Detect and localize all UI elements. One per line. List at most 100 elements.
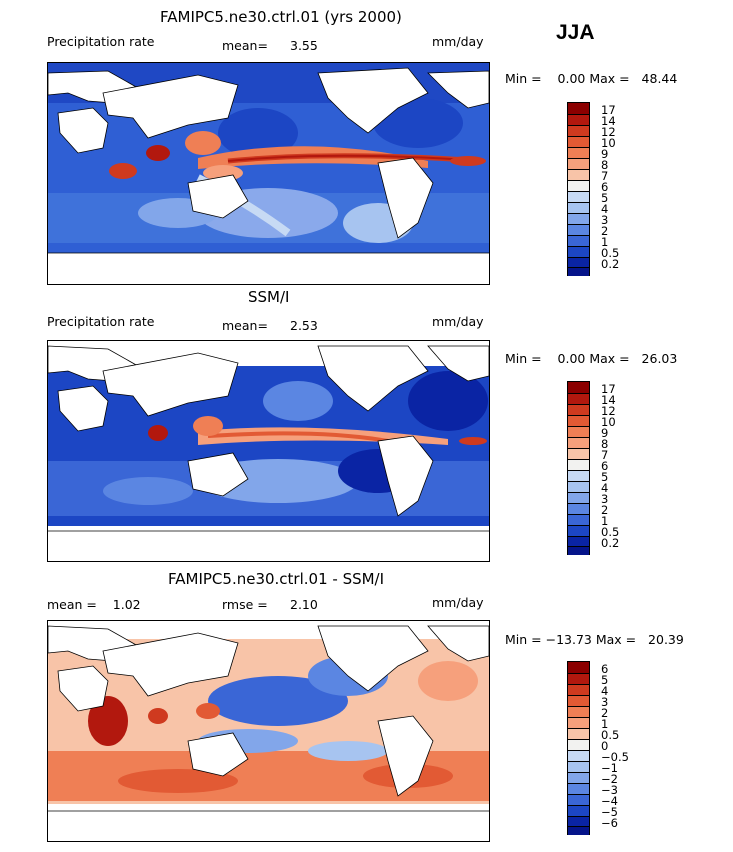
colorbar-cell xyxy=(568,246,589,257)
panel-1-range: Min = 0.00 Max = 48.44 xyxy=(505,71,678,86)
colorbar-cell xyxy=(568,147,589,158)
colorbar-tick: 0.2 xyxy=(601,536,620,550)
colorbar-tick: 7 xyxy=(601,448,609,462)
colorbar-cell xyxy=(568,750,589,761)
colorbar-tick: 5 xyxy=(601,470,609,484)
colorbar-tick: 4 xyxy=(601,202,609,216)
colorbar-tick: 3 xyxy=(601,492,609,506)
colorbar-cell xyxy=(568,393,589,404)
colorbar-tick: 8 xyxy=(601,158,609,172)
panel-1-map xyxy=(47,62,490,285)
panel-3-title: FAMIPC5.ne30.ctrl.01 - SSM/I xyxy=(168,570,385,588)
colorbar-cell xyxy=(568,257,589,267)
colorbar-cell xyxy=(568,180,589,191)
colorbar-tick: 14 xyxy=(601,114,616,128)
colorbar-cell xyxy=(568,794,589,805)
colorbar-cell xyxy=(568,158,589,169)
colorbar-cell xyxy=(568,816,589,826)
colorbar-tick: 10 xyxy=(601,136,616,150)
colorbar-tick: 0 xyxy=(601,739,609,753)
panel-2-title: SSM/I xyxy=(248,288,290,306)
colorbar-tick: −4 xyxy=(601,794,618,808)
colorbar-cell xyxy=(568,717,589,728)
colorbar-cell xyxy=(568,136,589,147)
colorbar-cell xyxy=(568,235,589,246)
colorbar-tick: 17 xyxy=(601,103,616,117)
panel-2-stat-label: mean= xyxy=(222,318,268,333)
colorbar-cell xyxy=(568,103,589,114)
panel-2-map-plot xyxy=(48,341,489,561)
colorbar-cell xyxy=(568,706,589,717)
colorbar-cell xyxy=(568,415,589,426)
colorbar-cell xyxy=(568,739,589,750)
colorbar-tick: 2 xyxy=(601,706,609,720)
colorbar-cell xyxy=(568,514,589,525)
colorbar-tick: 10 xyxy=(601,415,616,429)
colorbar-tick: 5 xyxy=(601,673,609,687)
colorbar-tick: −0.5 xyxy=(601,750,629,764)
colorbar-cell xyxy=(568,169,589,180)
panel-3-range: Min = −13.73 Max = 20.39 xyxy=(505,632,684,647)
colorbar-tick: −3 xyxy=(601,783,618,797)
colorbar-cell xyxy=(568,470,589,481)
colorbar-cell xyxy=(568,481,589,492)
colorbar-tick: 0.2 xyxy=(601,257,620,271)
colorbar-tick: −1 xyxy=(601,761,618,775)
colorbar-tick: 1 xyxy=(601,717,609,731)
colorbar-tick: 6 xyxy=(601,180,609,194)
colorbar-cell xyxy=(568,525,589,536)
panel-2-units: mm/day xyxy=(432,314,484,329)
colorbar-cell xyxy=(568,684,589,695)
colorbar-cell xyxy=(568,761,589,772)
colorbar-cell xyxy=(568,448,589,459)
panel-2-map xyxy=(47,340,490,562)
colorbar-tick: 9 xyxy=(601,147,609,161)
panel-2-colorbar xyxy=(567,381,590,555)
colorbar-tick: 0.5 xyxy=(601,246,620,260)
colorbar-tick: 12 xyxy=(601,404,616,418)
panel-3-map xyxy=(47,620,490,842)
colorbar-tick: 6 xyxy=(601,662,609,676)
colorbar-tick: 7 xyxy=(601,169,609,183)
colorbar-cell xyxy=(568,826,589,835)
colorbar-tick: 12 xyxy=(601,125,616,139)
colorbar-tick: 17 xyxy=(601,382,616,396)
colorbar-tick: 2 xyxy=(601,224,609,238)
colorbar-cell xyxy=(568,382,589,393)
colorbar-cell xyxy=(568,437,589,448)
season-label: JJA xyxy=(556,21,595,44)
colorbar-cell xyxy=(568,805,589,816)
colorbar-cell xyxy=(568,213,589,224)
colorbar-tick: 1 xyxy=(601,235,609,249)
colorbar-cell xyxy=(568,783,589,794)
colorbar-cell xyxy=(568,772,589,783)
colorbar-cell xyxy=(568,202,589,213)
panel-1-units: mm/day xyxy=(432,34,484,49)
colorbar-cell xyxy=(568,546,589,555)
colorbar-tick: 0.5 xyxy=(601,728,620,742)
colorbar-tick: 4 xyxy=(601,481,609,495)
colorbar-cell xyxy=(568,673,589,684)
colorbar-cell xyxy=(568,191,589,202)
colorbar-tick: 4 xyxy=(601,684,609,698)
colorbar-cell xyxy=(568,459,589,470)
panel-3-mean-label: mean = 1.02 xyxy=(47,597,141,612)
panel-3-map-plot xyxy=(48,621,489,841)
colorbar-cell xyxy=(568,267,589,276)
panel-2-variable-label: Precipitation rate xyxy=(47,314,155,329)
colorbar-tick: −6 xyxy=(601,816,618,830)
colorbar-cell xyxy=(568,503,589,514)
colorbar-tick: 14 xyxy=(601,393,616,407)
colorbar-tick: −2 xyxy=(601,772,618,786)
colorbar-cell xyxy=(568,728,589,739)
colorbar-tick: 3 xyxy=(601,695,609,709)
panel-1-colorbar xyxy=(567,102,590,276)
colorbar-tick: 6 xyxy=(601,459,609,473)
panel-3-stat-value: 2.10 xyxy=(290,597,318,612)
panel-2-range: Min = 0.00 Max = 26.03 xyxy=(505,351,678,366)
colorbar-tick: 8 xyxy=(601,437,609,451)
colorbar-cell xyxy=(568,426,589,437)
colorbar-cell xyxy=(568,662,589,673)
panel-1-stat-label: mean= xyxy=(222,38,268,53)
panel-1-stat-value: 3.55 xyxy=(290,38,318,53)
